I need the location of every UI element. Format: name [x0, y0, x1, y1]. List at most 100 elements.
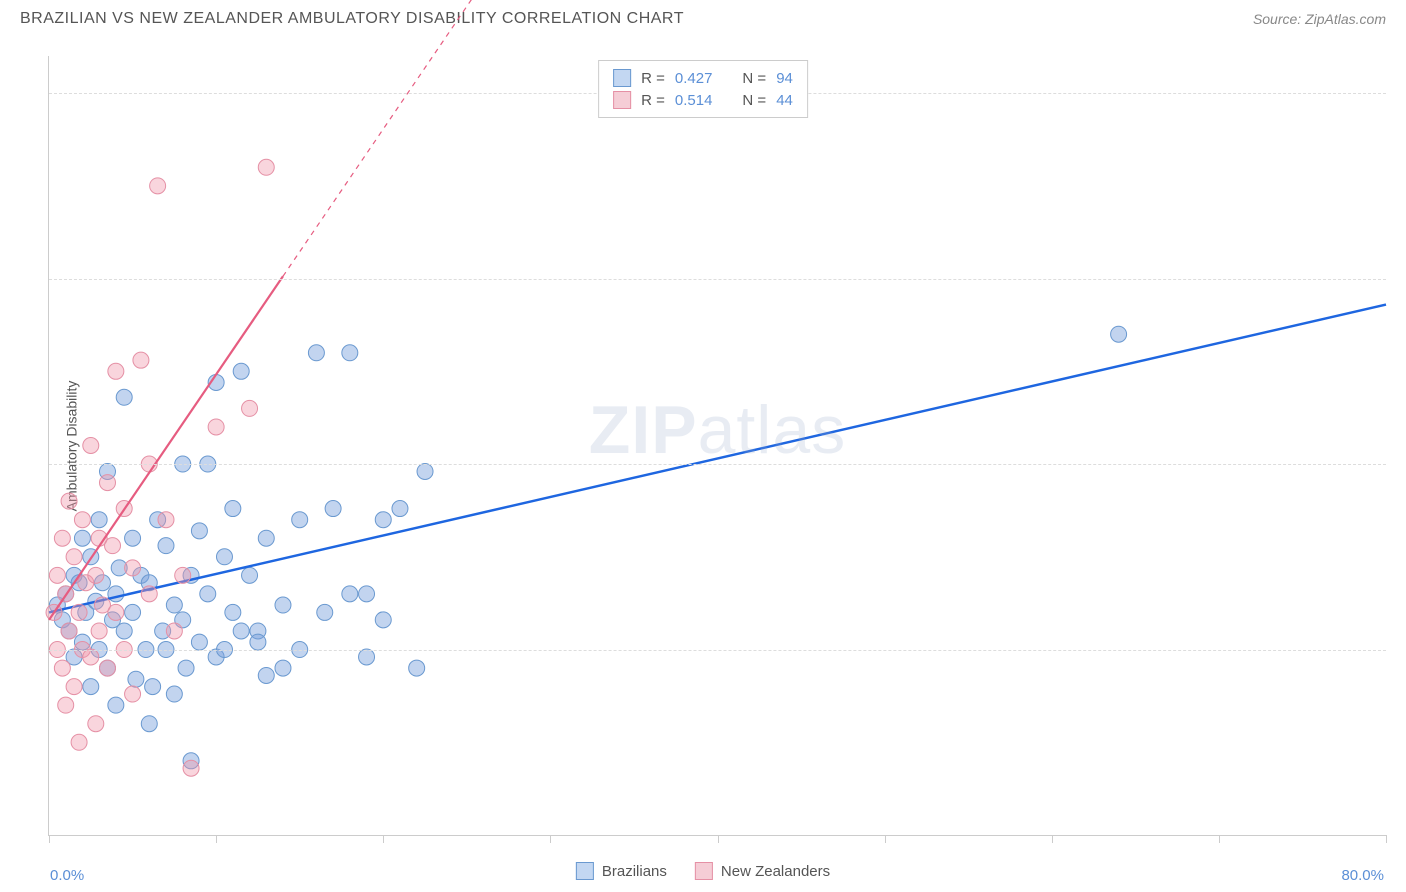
data-point	[342, 586, 358, 602]
data-point	[158, 538, 174, 554]
data-point	[88, 716, 104, 732]
data-point	[66, 679, 82, 695]
data-point	[258, 530, 274, 546]
x-tick	[216, 835, 217, 843]
data-point	[166, 686, 182, 702]
gridline	[49, 464, 1386, 465]
data-point	[125, 530, 141, 546]
legend-swatch	[613, 69, 631, 87]
data-point	[125, 560, 141, 576]
data-point	[325, 501, 341, 517]
data-point	[49, 567, 65, 583]
data-point	[74, 512, 90, 528]
data-point	[275, 660, 291, 676]
data-point	[125, 604, 141, 620]
r-label: R =	[641, 92, 665, 109]
n-label: N =	[742, 70, 766, 87]
data-point	[116, 389, 132, 405]
data-point	[1111, 326, 1127, 342]
n-value: 94	[776, 70, 793, 87]
legend-swatch	[613, 91, 631, 109]
data-point	[54, 530, 70, 546]
legend-correlation-box: R =0.427N =94R =0.514N =44	[598, 60, 808, 118]
data-point	[83, 679, 99, 695]
legend-correlation-row: R =0.427N =94	[613, 67, 793, 89]
data-point	[116, 623, 132, 639]
data-point	[61, 623, 77, 639]
data-point	[141, 716, 157, 732]
data-point	[83, 438, 99, 454]
trend-line-dashed	[283, 0, 484, 276]
x-axis-start-label: 0.0%	[50, 867, 84, 884]
data-point	[83, 649, 99, 665]
n-label: N =	[742, 92, 766, 109]
data-point	[99, 475, 115, 491]
gridline	[49, 650, 1386, 651]
data-point	[375, 612, 391, 628]
data-point	[71, 604, 87, 620]
data-point	[359, 649, 375, 665]
x-tick	[1386, 835, 1387, 843]
data-point	[417, 463, 433, 479]
trend-line	[49, 305, 1386, 613]
data-point	[150, 178, 166, 194]
legend-series-item: New Zealanders	[695, 862, 830, 880]
x-tick	[383, 835, 384, 843]
data-point	[225, 604, 241, 620]
data-point	[166, 623, 182, 639]
data-point	[375, 512, 391, 528]
data-point	[99, 660, 115, 676]
data-point	[233, 363, 249, 379]
data-point	[74, 530, 90, 546]
x-axis-end-label: 80.0%	[1341, 867, 1384, 884]
r-value: 0.514	[675, 92, 713, 109]
data-point	[308, 345, 324, 361]
legend-series-item: Brazilians	[576, 862, 667, 880]
data-point	[216, 549, 232, 565]
data-point	[342, 345, 358, 361]
data-point	[191, 523, 207, 539]
data-point	[242, 567, 258, 583]
legend-swatch	[576, 862, 594, 880]
data-point	[200, 586, 216, 602]
data-point	[108, 604, 124, 620]
y-tick-label: 15.0%	[1398, 285, 1406, 302]
data-point	[292, 512, 308, 528]
data-point	[359, 586, 375, 602]
x-tick	[885, 835, 886, 843]
data-point	[178, 660, 194, 676]
data-point	[88, 567, 104, 583]
data-point	[258, 159, 274, 175]
data-point	[183, 760, 199, 776]
data-point	[242, 400, 258, 416]
data-point	[158, 512, 174, 528]
data-point	[233, 623, 249, 639]
y-tick-label: 20.0%	[1398, 99, 1406, 116]
data-point	[125, 686, 141, 702]
n-value: 44	[776, 92, 793, 109]
legend-swatch	[695, 862, 713, 880]
data-point	[66, 549, 82, 565]
y-tick-label: 10.0%	[1398, 470, 1406, 487]
legend-series: Brazilians New Zealanders	[576, 862, 830, 880]
data-point	[105, 538, 121, 554]
data-point	[208, 419, 224, 435]
data-point	[166, 597, 182, 613]
data-point	[71, 734, 87, 750]
legend-series-label: Brazilians	[602, 863, 667, 880]
source-credit: Source: ZipAtlas.com	[1253, 11, 1386, 27]
data-point	[128, 671, 144, 687]
data-point	[225, 501, 241, 517]
data-point	[141, 586, 157, 602]
data-point	[108, 697, 124, 713]
legend-series-label: New Zealanders	[721, 863, 830, 880]
data-point	[275, 597, 291, 613]
data-point	[91, 512, 107, 528]
chart-plot-area: ZIPatlas 5.0%10.0%15.0%20.0%	[48, 56, 1386, 836]
x-tick	[1219, 835, 1220, 843]
data-point	[250, 634, 266, 650]
r-label: R =	[641, 70, 665, 87]
data-point	[58, 697, 74, 713]
x-tick	[1052, 835, 1053, 843]
data-point	[317, 604, 333, 620]
